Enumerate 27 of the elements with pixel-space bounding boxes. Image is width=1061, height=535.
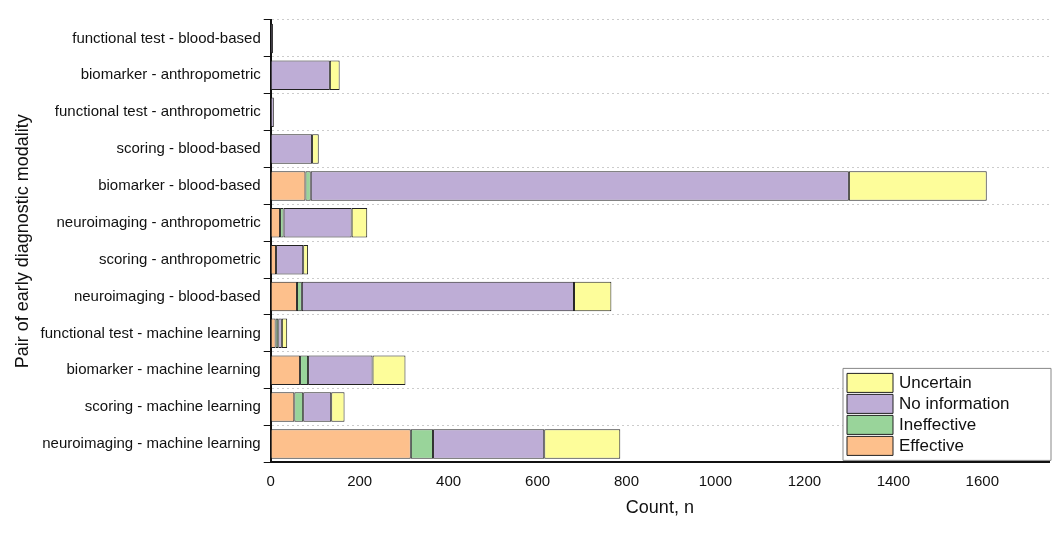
y-tick-label: biomarker - machine learning (66, 360, 261, 378)
y-tick-label: neuroimaging - blood-based (73, 286, 261, 304)
x-tick-label: 1400 (876, 471, 911, 489)
x-tick-label: 1000 (698, 471, 733, 489)
x-tick-label: 1200 (787, 471, 822, 489)
legend-label: Effective (899, 435, 964, 455)
y-tick-label: functional test - anthropometric (54, 102, 262, 120)
x-tick-label: 1600 (965, 471, 999, 489)
legend-label: Ineffective (899, 414, 977, 434)
x-tick-label: 200 (347, 471, 373, 489)
x-tick-label: 800 (613, 471, 640, 489)
y-tick-label: neuroimaging - anthropometric (56, 212, 262, 230)
x-axis-title: Count, n (625, 497, 694, 518)
y-tick-label: functional test - blood-based (72, 28, 261, 46)
y-tick-label: functional test - machine learning (40, 323, 261, 341)
x-tick-label: 0 (266, 471, 275, 489)
legend-label: No information (899, 393, 1010, 413)
y-tick-label: scoring - blood-based (116, 139, 261, 157)
x-tick-label: 600 (525, 471, 551, 489)
y-tick-label: neuroimaging - machine learning (42, 434, 261, 452)
y-tick-label: scoring - anthropometric (98, 249, 262, 267)
y-tick-label: biomarker - anthropometric (80, 65, 262, 83)
legend-label: Uncertain (899, 372, 972, 392)
x-tick-label: 400 (436, 471, 462, 489)
y-axis-title: Pair of early diagnostic modality (11, 114, 32, 369)
y-tick-label: scoring - machine learning (84, 397, 261, 415)
y-tick-label: biomarker - blood-based (98, 176, 261, 194)
